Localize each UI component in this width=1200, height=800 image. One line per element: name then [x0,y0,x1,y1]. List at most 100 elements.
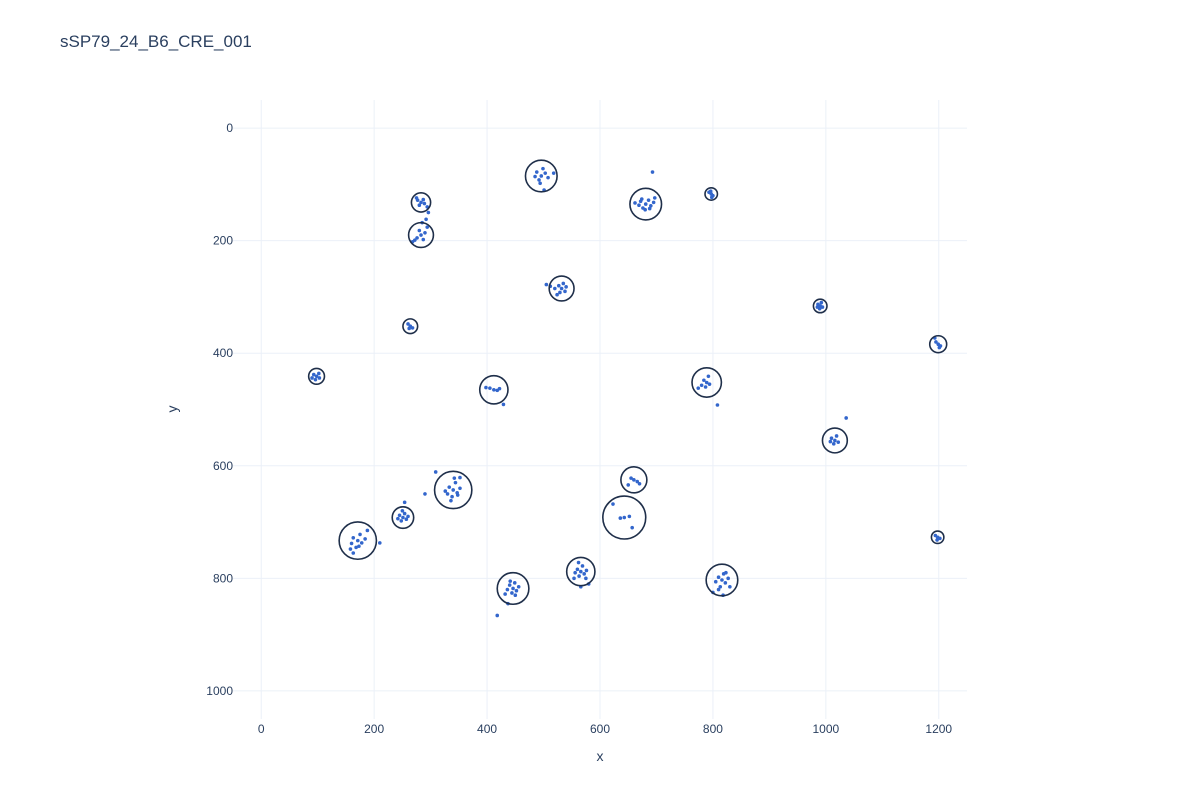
data-point [815,305,820,309]
data-point [716,587,721,592]
data-point [709,195,714,200]
data-point [829,436,834,440]
data-point [938,536,942,541]
data-point [406,514,410,519]
data-point [555,292,559,297]
data-point [425,225,430,229]
data-point [406,322,410,326]
data-point [643,202,648,206]
data-point [501,402,506,407]
data-point [820,305,825,309]
data-point [572,576,576,581]
data-point [488,386,492,390]
data-point [510,591,514,595]
data-point [584,576,588,581]
data-point [355,538,360,543]
y-tick-labels: 0 200 400 600 800 1000 [206,121,233,698]
data-point [933,533,938,538]
data-point [643,207,647,212]
cluster-circle [407,221,435,249]
data-point [724,570,728,575]
data-point [575,567,580,572]
data-point [310,376,314,380]
data-point [584,568,589,573]
x-tick-label: 800 [703,722,723,736]
data-point [633,201,637,205]
data-point [718,584,723,589]
data-point [417,228,422,233]
cluster-circle [478,374,509,405]
data-point [415,236,419,240]
data-point [708,189,713,193]
cluster-circle [812,298,828,314]
data-point [503,592,507,596]
data-point [358,532,362,537]
cluster-circle [821,427,849,454]
data-point [539,174,544,178]
data-point [702,378,706,383]
data-point [726,576,730,581]
data-point [551,171,556,175]
cluster-circle [629,187,663,221]
data-point [458,475,462,480]
data-point [816,302,820,307]
data-point [637,203,641,208]
data-point [351,551,356,555]
data-point [351,536,356,540]
data-point [314,374,319,379]
data-point [541,166,545,171]
x-tick-labels: 0 200 400 600 800 1000 1200 [258,722,953,736]
y-axis-title: y [164,406,180,413]
cluster-circle [602,495,647,540]
data-point [497,386,502,391]
data-point [579,569,583,574]
data-point [703,385,708,389]
data-point [632,478,636,482]
data-point [716,575,721,579]
data-point [629,476,633,480]
data-point [706,374,711,379]
data-point [577,574,581,578]
cluster-circle [691,367,723,398]
data-point [396,516,400,521]
data-point [556,283,561,288]
data-point [417,203,422,208]
y-tick-label: 600 [213,459,233,473]
data-point [357,544,361,549]
cluster-circle [928,334,948,354]
data-point [635,479,640,484]
data-point [424,217,428,222]
data-point [553,286,557,291]
data-point [563,289,567,294]
data-point [611,502,615,506]
data-point [704,380,709,385]
data-point [421,197,426,202]
data-point [834,434,839,438]
data-point [458,486,462,491]
data-point [514,588,519,593]
data-point [537,178,541,182]
cell-points [310,166,943,618]
cluster-circle [524,159,558,193]
cluster-circle [391,506,415,530]
data-point [558,290,562,295]
data-point [618,516,623,520]
data-point [419,233,423,237]
data-point [627,514,632,519]
data-point [723,581,728,585]
data-point [538,181,542,186]
x-tick-label: 600 [590,722,610,736]
data-point [559,286,564,291]
grid-lines [233,100,967,719]
data-point [534,170,539,174]
data-point [452,476,457,480]
data-point [516,584,521,589]
data-point [451,488,456,492]
y-tick-label: 1000 [206,684,233,698]
data-point [348,547,353,551]
data-point [573,570,577,575]
data-point [546,175,550,180]
cluster-circle [496,571,530,606]
data-point [720,578,724,582]
data-point [831,442,836,446]
